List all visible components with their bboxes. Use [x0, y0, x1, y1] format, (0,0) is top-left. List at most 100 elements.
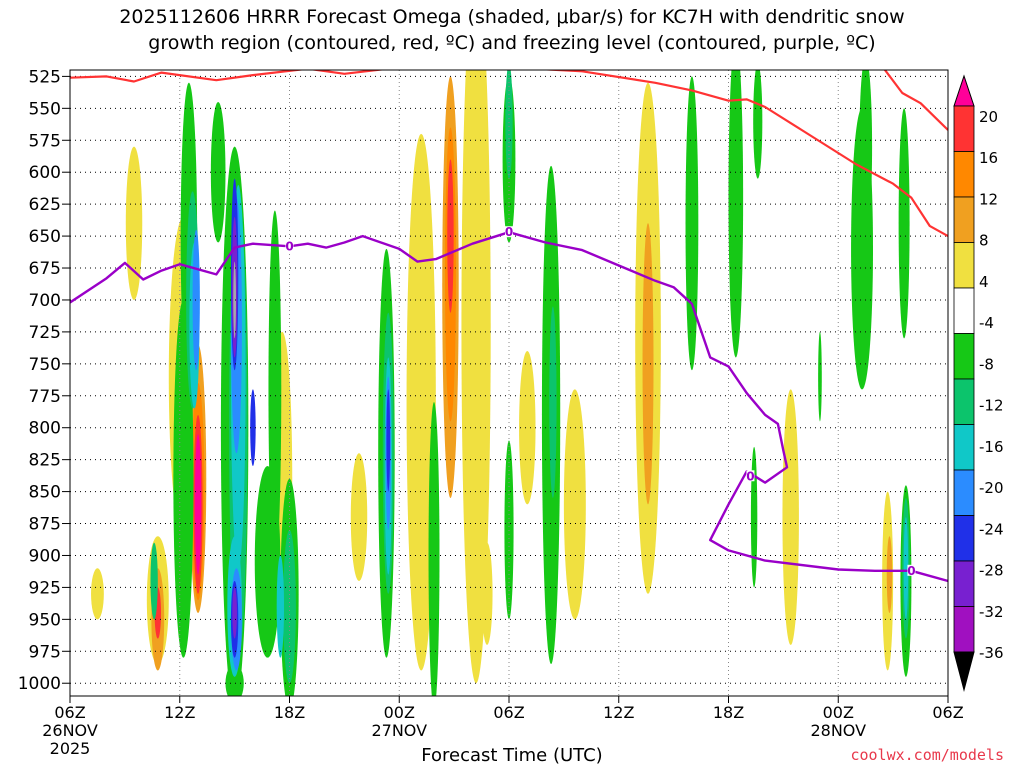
- omega-cell-38: [728, 70, 744, 358]
- omega-cell-71: [233, 261, 236, 339]
- colorbar-segment-5: [953, 333, 975, 380]
- omega-cell-8: [563, 389, 586, 620]
- omega-cell-0: [125, 146, 143, 300]
- omega-cell-31: [254, 466, 281, 658]
- y-tick-label-825: 825: [29, 451, 61, 471]
- y-tick-label-775: 775: [29, 387, 61, 407]
- x-tick-label-6: 18Z: [713, 703, 744, 722]
- colorbar-segment-7: [953, 424, 975, 471]
- omega-cell-26: [210, 101, 226, 243]
- omega-cell-27: [173, 299, 194, 658]
- omega-cell-68: [250, 389, 256, 467]
- x-date-label-0: 26NOV: [42, 721, 98, 740]
- y-tick-label-725: 725: [29, 323, 61, 343]
- freezing-level-label-1: 0: [505, 225, 513, 239]
- omega-cell-52: [549, 306, 557, 498]
- freezing-level-contour-0: [70, 230, 948, 583]
- y-tick-label-675: 675: [29, 259, 61, 279]
- y-tick-label-875: 875: [29, 515, 61, 535]
- x-tick-label-5: 12Z: [603, 703, 634, 722]
- omega-cell-10: [782, 389, 799, 645]
- omega-cell-53: [150, 542, 158, 620]
- colorbar-label-6: -8: [979, 355, 994, 373]
- omega-cell-46: [225, 664, 244, 696]
- freezing-label-bg-0: [285, 240, 294, 252]
- colorbar-label-8: -16: [979, 438, 1004, 456]
- colorbar-segment-3: [953, 242, 975, 289]
- freezing-level-label-0: 0: [285, 239, 293, 253]
- y-tick-label-925: 925: [29, 578, 61, 598]
- colorbar-label-1: 16: [979, 149, 998, 167]
- colorbar-label-5: -4: [979, 314, 994, 332]
- omega-cell-6: [481, 542, 493, 645]
- chart-title-line-2: growth region (contoured, red, ºC) and f…: [148, 32, 876, 54]
- x-date-label-3: 27NOV: [371, 721, 427, 740]
- freezing-label-bg-2: [746, 470, 755, 482]
- omega-cell-3: [350, 453, 368, 582]
- x-axis-label: Forecast Time (UTC): [421, 745, 603, 766]
- y-tick-label-525: 525: [29, 67, 61, 87]
- omega-cell-70: [232, 587, 237, 639]
- y-tick-label-900: 900: [29, 546, 61, 566]
- colorbar-segment-9: [953, 515, 975, 562]
- omega-cell-61: [192, 229, 200, 371]
- chart-title-line-1: 2025112606 HRRR Forecast Omega (shaded, …: [119, 6, 905, 28]
- y-tick-label-625: 625: [29, 195, 61, 215]
- y-tick-label-600: 600: [29, 163, 61, 183]
- colorbar-label-4: 4: [979, 273, 989, 291]
- colorbar-label-9: -20: [979, 479, 1004, 497]
- colorbar-label-0: 20: [979, 108, 998, 126]
- y-tick-label-850: 850: [29, 483, 61, 503]
- omega-cell-17: [642, 223, 654, 505]
- y-tick-label-800: 800: [29, 419, 61, 439]
- omega-cell-39: [753, 70, 763, 179]
- x-tick-label-0: 06Z: [54, 703, 85, 722]
- colorbar-bottom-arrow: [953, 651, 975, 692]
- omega-cell-44: [898, 108, 910, 339]
- omega-cell-12: [91, 568, 104, 620]
- omega-cell-24: [194, 434, 202, 575]
- colorbar-label-13: -36: [979, 644, 1004, 662]
- contours: 0 0 0 0: [70, 70, 948, 583]
- x-tick-label-4: 06Z: [493, 703, 524, 722]
- y-tick-label-575: 575: [29, 131, 61, 151]
- y-axis: 525 550 575 600 625 650 675 700 725 750 775 800 825 8…: [18, 67, 70, 694]
- x-tick-label-8: 06Z: [932, 703, 963, 722]
- freezing-label-bg-3: [907, 564, 916, 576]
- freezing-label-bg-1: [505, 226, 513, 238]
- colorbar-top-arrow: [953, 74, 975, 107]
- omega-cell-41: [818, 331, 822, 422]
- x-tick-label-3: 00Z: [384, 703, 415, 722]
- colorbar-label-3: 8: [979, 232, 989, 250]
- colorbar-label-12: -32: [979, 603, 1004, 621]
- omega-cell-37: [685, 76, 699, 371]
- omega-cell-33: [428, 402, 440, 696]
- omega-shading: [91, 70, 912, 696]
- colorbar-segment-1: [953, 151, 975, 198]
- omega-cell-67: [386, 389, 391, 492]
- freezing-level-label-3: 0: [907, 564, 915, 578]
- y-tick-label-1000: 1000: [18, 674, 61, 694]
- omega-cell-43: [859, 70, 873, 237]
- colorbar-label-7: -12: [979, 397, 1004, 415]
- omega-cell-7: [519, 351, 536, 505]
- colorbar-segment-2: [953, 196, 975, 243]
- colorbar-segment-6: [953, 378, 975, 425]
- y-tick-label-650: 650: [29, 227, 61, 247]
- credit-link[interactable]: coolwx.com/models: [850, 746, 1004, 764]
- y-tick-label-750: 750: [29, 355, 61, 375]
- x-date-label-7: 28NOV: [810, 721, 866, 740]
- y-tick-label-550: 550: [29, 99, 61, 119]
- omega-cell-36: [504, 440, 514, 620]
- colorbar-segment-0: [953, 105, 975, 152]
- omega-cell-40: [750, 446, 758, 588]
- omega-cell-18: [886, 536, 893, 613]
- colorbar: 20 16 12 8 4 -4 -8 -12 -16 -20 -24 -28 -32 -36: [953, 74, 1004, 692]
- colorbar-segment-4: [953, 287, 975, 334]
- x-year-label-0: 2025: [50, 739, 91, 758]
- omega-cell-58: [276, 555, 285, 658]
- omega-cell-51: [505, 70, 513, 179]
